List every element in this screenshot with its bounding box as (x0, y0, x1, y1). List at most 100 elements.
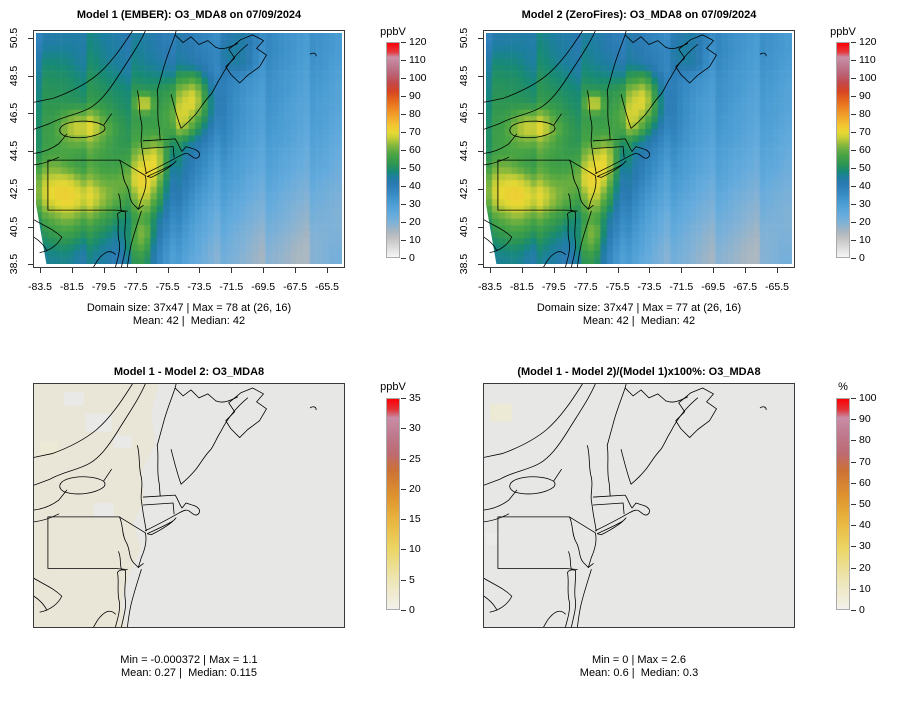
colorbar-tick-label: 20 (409, 216, 421, 228)
x-axis-tick (553, 268, 555, 273)
x-axis-tick (490, 268, 491, 273)
colorbar-tick (851, 504, 856, 505)
x-axis-tick-label: -79.5 (91, 281, 116, 293)
colorbar-tick-label: 60 (409, 144, 421, 156)
y-axis-tick (28, 226, 33, 228)
y-axis-tick (28, 113, 33, 115)
x-axis-tick-label: -77.5 (573, 281, 598, 293)
colorbar-tick-label: 70 (859, 126, 871, 138)
x-axis-tick-label: -75.5 (605, 281, 630, 293)
colorbar-tick-label: 50 (859, 498, 871, 510)
y-axis-tick-label: 48.5 (8, 65, 20, 86)
y-axis-tick-label: 44.5 (458, 140, 470, 162)
field-patch (85, 413, 112, 432)
x-axis-tick (40, 268, 41, 273)
colorbar-tick (401, 488, 406, 490)
colorbar-tick-label: 15 (409, 513, 421, 526)
x-axis-tick (777, 268, 778, 273)
colorbar-tick (851, 186, 856, 187)
colorbar-tick-label: 20 (859, 561, 871, 574)
y-axis-tick-label: 40.5 (8, 216, 20, 237)
colorbar-tick (851, 525, 856, 527)
panel-percent-difference-stats-line2: Mean: 0.6 | Median: 0.3 (579, 667, 699, 679)
x-axis-tick-label: -73.5 (637, 281, 662, 293)
colorbar-gradient (836, 398, 850, 610)
x-axis-tick (649, 268, 651, 273)
x-axis-tick (327, 268, 328, 273)
colorbar-tick-label: 30 (409, 422, 421, 435)
colorbar-tick (851, 42, 856, 43)
colorbar-tick (851, 588, 856, 590)
x-axis-tick-label: -69.5 (701, 281, 726, 293)
colorbar-tick (851, 461, 856, 463)
colorbar-tick-label: 120 (859, 36, 877, 48)
colorbar-tick-label: 70 (409, 126, 421, 138)
colorbar-tick (851, 258, 856, 259)
percent-difference-field (484, 384, 794, 627)
difference-field (34, 384, 344, 627)
colorbar-tick-label: 80 (409, 108, 421, 120)
x-axis-tick (167, 268, 169, 273)
colorbar-tick-label: 30 (859, 198, 871, 210)
colorbar-tick (851, 222, 856, 223)
colorbar-units-label: ppbV (380, 26, 406, 38)
colorbar-tick (851, 204, 856, 205)
x-axis-tick-label: -79.5 (541, 281, 566, 293)
colorbar-tick-label: 20 (409, 482, 421, 495)
x-axis-tick-label: -83.5 (28, 281, 52, 293)
x-axis-tick-label: -65.5 (765, 281, 789, 293)
x-axis-tick (103, 268, 105, 273)
colorbar-tick-label: 90 (409, 90, 421, 102)
colorbar-tick-label: 40 (409, 180, 421, 192)
x-axis-tick (617, 268, 619, 273)
colorbar-tick (401, 549, 406, 551)
panel-percent-difference: (Model 1 - Model 2)/(Model 1)x100%: O3_M… (450, 353, 900, 706)
coastline-overlay (34, 31, 317, 267)
colorbar-tick (851, 96, 856, 97)
y-axis-tick (28, 151, 33, 153)
colorbar-tick-label: 25 (409, 452, 421, 465)
colorbar-tick-label: 110 (409, 54, 426, 66)
colorbar-tick (851, 132, 856, 133)
y-axis-tick (28, 264, 33, 266)
y-axis-tick (478, 151, 483, 153)
x-axis-tick (745, 268, 747, 273)
colorbar-tick (851, 567, 856, 569)
panel-percent-difference-title: (Model 1 - Model 2)/(Model 1)x100%: O3_M… (517, 366, 761, 378)
y-axis-tick-label: 46.5 (8, 103, 20, 124)
y-axis-tick-label: 42.5 (8, 178, 20, 200)
colorbar-tick-label: 100 (859, 72, 877, 84)
colorbar-tick-label: 5 (409, 573, 415, 586)
x-axis-tick-label: -81.5 (509, 281, 534, 293)
colorbar-tick (401, 204, 406, 205)
colorbar-tick-label: 10 (859, 582, 871, 595)
colorbar-tick-label: 0 (409, 252, 415, 264)
colorbar-tick-label: 60 (859, 476, 871, 489)
o3-raster-model2 (486, 33, 792, 264)
colorbar-tick-label: 100 (859, 392, 877, 404)
field-patch (489, 403, 512, 422)
y-axis-tick (478, 38, 483, 39)
coastline-overlay (484, 31, 767, 267)
colorbar-tick (851, 610, 856, 611)
y-axis-tick-label: 50.5 (458, 27, 470, 49)
x-axis-tick (199, 268, 201, 273)
y-axis-tick (478, 188, 483, 190)
x-axis-tick-label: -81.5 (59, 281, 84, 293)
colorbar-units-label: ppbV (830, 26, 856, 38)
panel-difference-map (33, 383, 345, 628)
colorbar-tick-label: 0 (859, 604, 865, 616)
x-axis-tick-label: -83.5 (478, 281, 502, 293)
x-axis-tick-label: -71.5 (669, 281, 694, 293)
y-axis-tick-label: 48.5 (458, 65, 470, 86)
panel-model1-stats-line2: Mean: 42 | Median: 42 (132, 315, 246, 327)
colorbar-tick (851, 114, 856, 115)
x-axis-tick-label: -71.5 (219, 281, 244, 293)
y-axis-tick (478, 75, 483, 77)
colorbar-tick-label: 30 (409, 198, 421, 210)
x-axis-tick (71, 268, 73, 273)
colorbar-tick (851, 546, 856, 548)
panel-difference-stats-line1: Min = -0.000372 | Max = 1.1 (120, 654, 258, 666)
colorbar-tick (851, 482, 856, 484)
